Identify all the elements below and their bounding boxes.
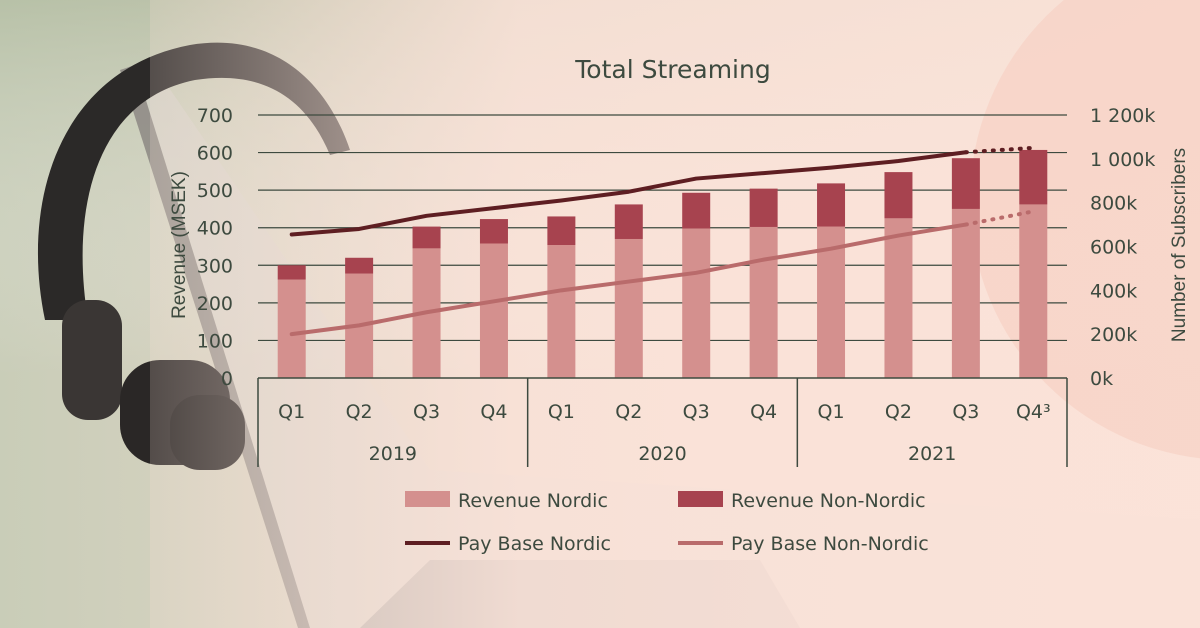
y-tick-label: 700 (197, 105, 233, 127)
bar-revenue-nordic-3 (479, 243, 508, 378)
legend-swatch (678, 491, 723, 507)
x-tick-label: Q3 (413, 401, 440, 423)
y2-tick-label: 400k (1090, 280, 1137, 302)
y-tick-label: 500 (197, 180, 233, 202)
y2-tick-label: 1 200k (1090, 105, 1155, 127)
legend-label: Pay Base Non-Nordic (731, 533, 929, 555)
bar-revenue-non-nordic-4 (547, 216, 576, 245)
x-tick-label: Q3 (683, 401, 710, 423)
y-tick-label: 200 (197, 293, 233, 315)
y-tick-label: 300 (197, 255, 233, 277)
x-tick-label: Q4 (480, 401, 507, 423)
legend-label: Pay Base Nordic (458, 533, 611, 555)
bar-revenue-nordic-11 (1019, 204, 1048, 378)
bar-revenue-non-nordic-5 (614, 204, 643, 239)
line-series (289, 145, 1036, 337)
line-pay-base-nordic-projected (963, 145, 1036, 155)
x-tick-label: Q4 (750, 401, 777, 423)
bar-revenue-nordic-0 (277, 279, 306, 378)
bar-revenue-non-nordic-11 (1019, 149, 1048, 205)
legend-label: Revenue Non-Nordic (731, 490, 926, 512)
y2-axis-ticks: 0k 200k 400k 600k 800k 1 000k 1 200k (1090, 105, 1155, 390)
y-axis-ticks: 0 100 200 300 400 500 600 700 (197, 105, 233, 390)
y-axis-label: Revenue (MSEK) (169, 171, 190, 319)
bar-revenue-non-nordic-9 (884, 172, 913, 219)
x-tick-label: Q2 (346, 401, 373, 423)
bar-revenue-nordic-5 (614, 238, 643, 378)
x-group-label: 2019 (369, 443, 417, 465)
x-tick-label: Q2 (615, 401, 642, 423)
x-tick-label: Q2 (885, 401, 912, 423)
grid-lines (258, 114, 1067, 342)
y2-axis-label: Number of Subscribers (1169, 148, 1190, 342)
x-tick-label: Q4³ (1016, 401, 1051, 423)
y-tick-label: 400 (197, 218, 233, 240)
legend-swatch (405, 491, 450, 507)
bar-revenue-non-nordic-3 (479, 219, 508, 244)
x-axis: Q1 Q2 Q3 Q4 Q1 Q2 Q3 Q4 Q1 Q2 Q3 Q4³ 2019 2020 2021 (257, 377, 1068, 467)
line-pay-base-non-nordic-projected (963, 209, 1036, 227)
y2-tick-label: 800k (1090, 193, 1137, 215)
bar-revenue-nordic-10 (951, 208, 980, 378)
chart-title: Total Streaming (574, 55, 770, 84)
y-tick-label: 100 (197, 330, 233, 352)
x-tick-label: Q1 (548, 401, 575, 423)
x-tick-label: Q1 (818, 401, 845, 423)
y2-tick-label: 0k (1090, 368, 1113, 390)
x-tick-label: Q1 (278, 401, 305, 423)
bar-revenue-non-nordic-1 (345, 257, 374, 274)
x-tick-label: Q3 (952, 401, 979, 423)
legend-label: Revenue Nordic (458, 490, 608, 512)
y2-tick-label: 1 000k (1090, 149, 1155, 171)
bar-revenue-nordic-4 (547, 244, 576, 378)
y2-tick-label: 200k (1090, 324, 1137, 346)
y2-tick-label: 600k (1090, 237, 1137, 259)
legend: Revenue Nordic Revenue Non-Nordic Pay Base… (405, 490, 929, 555)
bar-revenue-non-nordic-7 (749, 188, 778, 227)
y-tick-label: 600 (197, 143, 233, 165)
bar-revenue-non-nordic-6 (682, 192, 711, 229)
bar-revenue-non-nordic-10 (951, 158, 980, 209)
x-group-label: 2020 (638, 443, 686, 465)
line-pay-base-non-nordic (289, 222, 968, 337)
bar-revenue-nordic-7 (749, 226, 778, 378)
bar-revenue-non-nordic-0 (277, 265, 306, 280)
bar-revenue-nordic-9 (884, 218, 913, 378)
x-group-label: 2021 (908, 443, 956, 465)
bar-revenue-non-nordic-2 (412, 226, 441, 249)
bar-revenue-nordic-6 (682, 228, 711, 378)
bar-revenue-non-nordic-8 (817, 183, 846, 227)
y-tick-label: 0 (221, 368, 233, 390)
line-pay-base-nordic (289, 150, 968, 237)
